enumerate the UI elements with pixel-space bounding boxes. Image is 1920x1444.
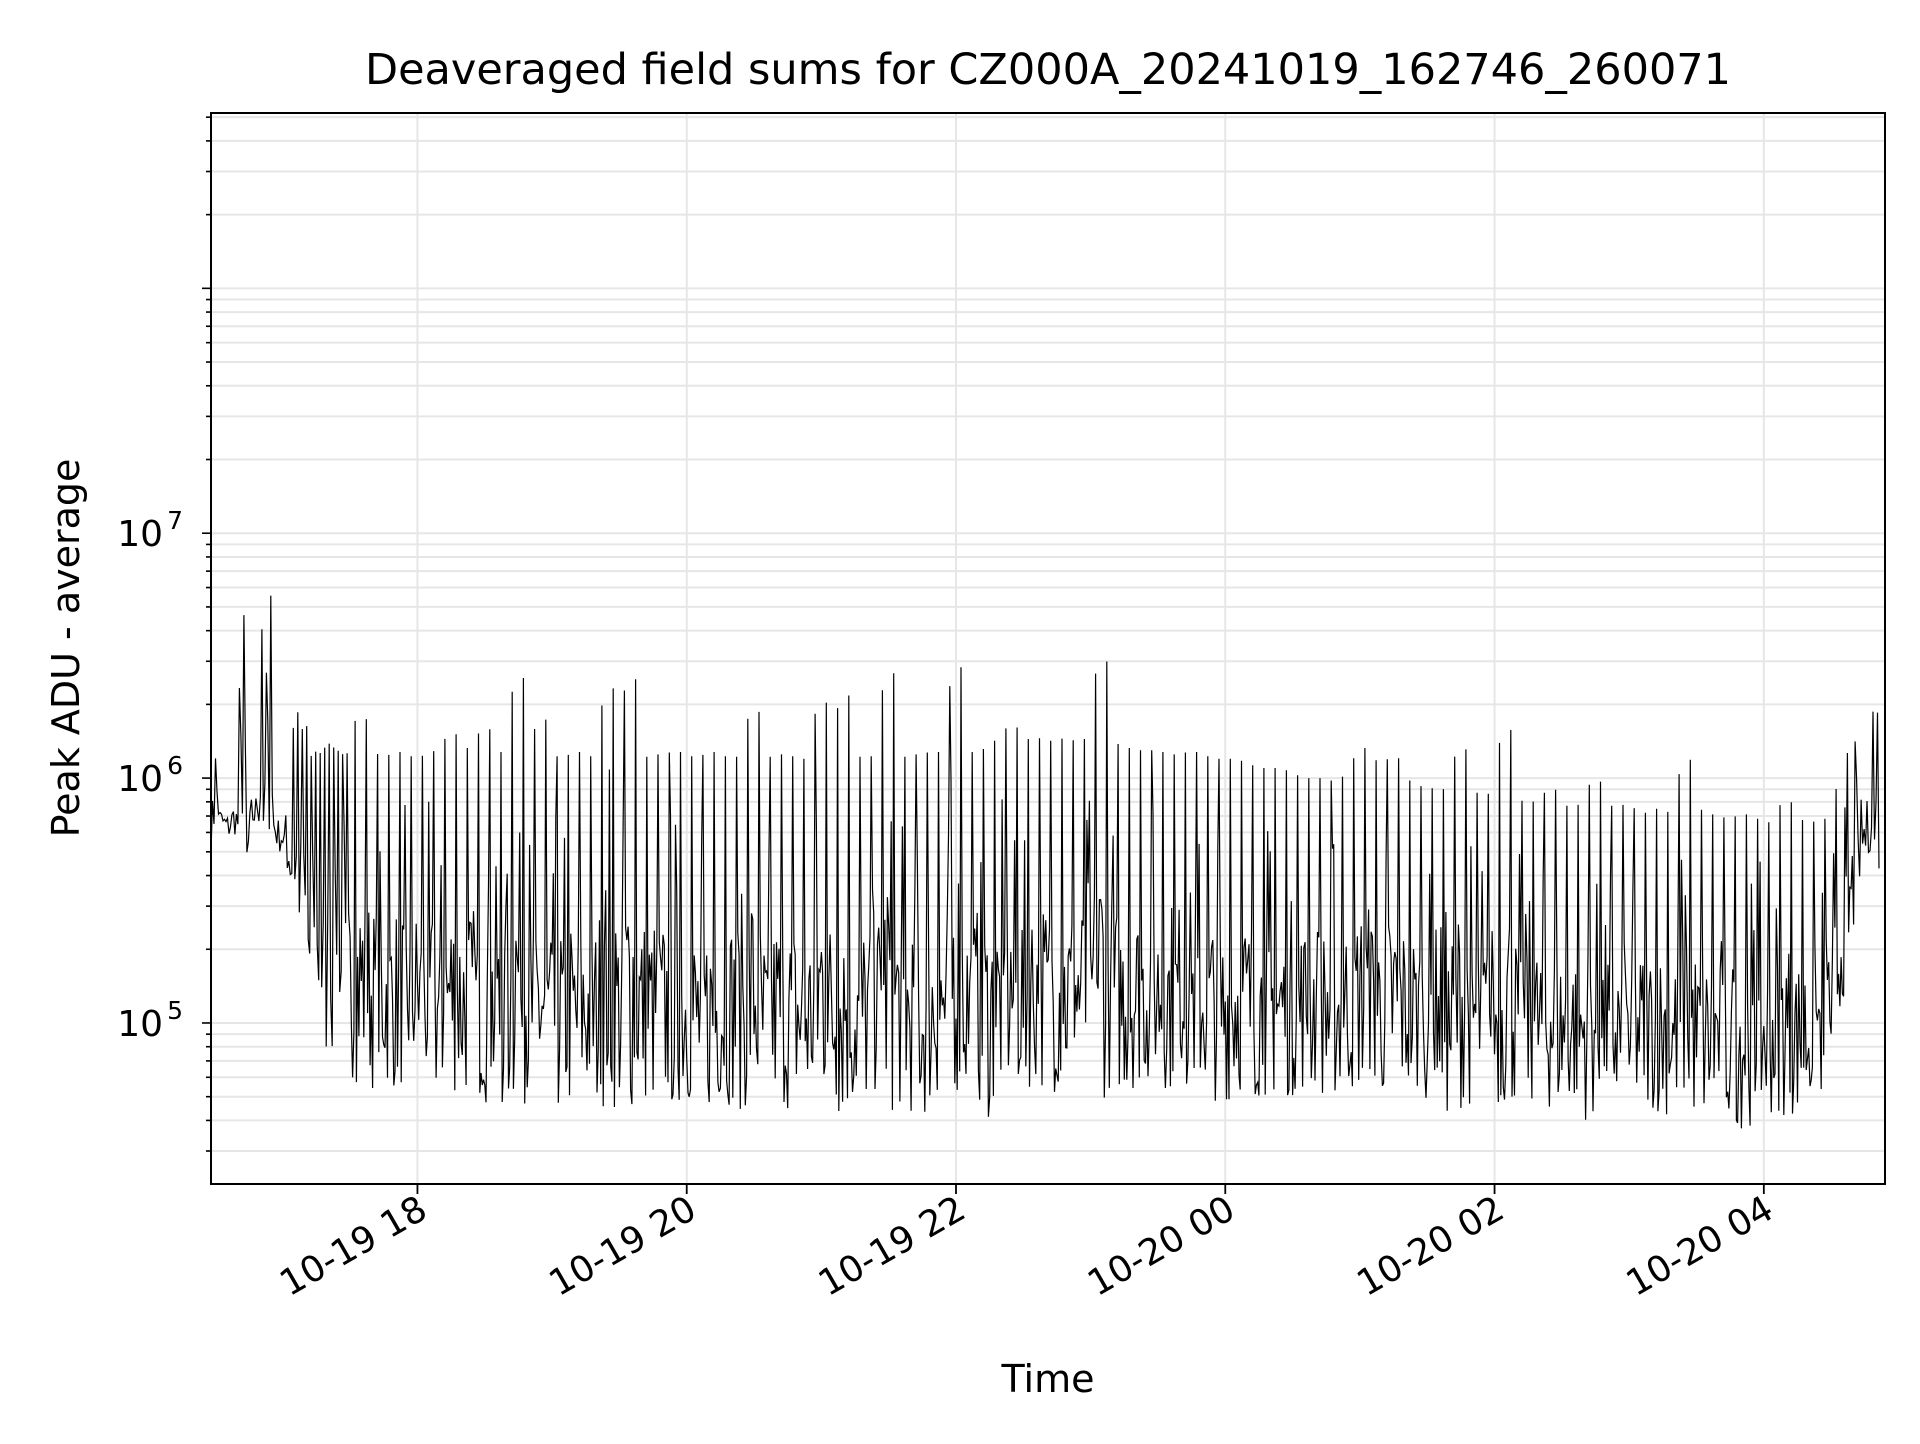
series-line	[211, 595, 1880, 1129]
y-tick-exponent: 7	[167, 506, 183, 535]
chart-title: Deaveraged field sums for CZ000A_2024101…	[365, 45, 1731, 95]
x-axis-label: Time	[1001, 1357, 1095, 1401]
y-tick-exponent: 5	[167, 996, 183, 1025]
y-tick-label: 10	[117, 759, 163, 800]
y-tick-label: 10	[117, 514, 163, 555]
data-series	[211, 595, 1880, 1129]
y-tick-exponent: 6	[167, 751, 183, 780]
plot-frame	[210, 112, 1886, 1185]
y-axis-label: Peak ADU - average	[44, 459, 88, 838]
y-tick-label: 10	[117, 1004, 163, 1045]
